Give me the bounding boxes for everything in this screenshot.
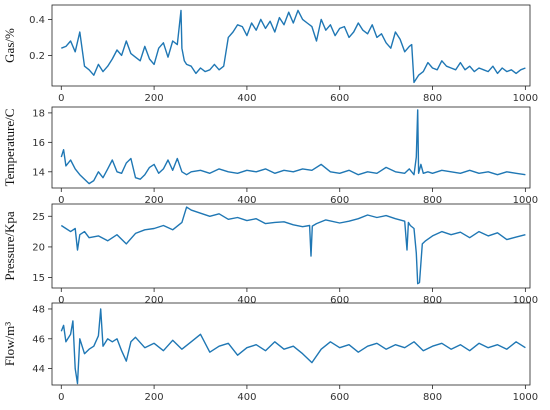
- temperature-series-line: [60, 109, 526, 185]
- pressure-y-tick-label: 25: [32, 212, 45, 223]
- gas-x-tick-label: 200: [145, 93, 164, 104]
- pressure-x-tick-label: 600: [330, 295, 349, 306]
- gas-axes-frame: [51, 4, 531, 87]
- gas-x-tick-label: 400: [237, 93, 256, 104]
- flow-y-axis-label: Flow/m³: [2, 322, 17, 366]
- pressure-x-tick-label: 1000: [513, 295, 538, 306]
- gas-y-axis-label: Gas/%: [2, 28, 17, 63]
- temperature-x-tick-label: 200: [145, 195, 164, 206]
- subplot-flow: 0 200 400 600 800 1000 44 46 48 Flow/m³: [2, 302, 538, 403]
- flow-x-tick-label: 1000: [513, 392, 538, 403]
- temperature-x-tick-label: 600: [330, 195, 349, 206]
- pressure-series-line: [60, 206, 526, 285]
- pressure-x-tick-label: 200: [145, 295, 164, 306]
- pressure-x-tick-label: 800: [423, 295, 442, 306]
- pressure-x-tick-label: 0: [58, 295, 64, 306]
- flow-x-tick-label: 400: [237, 392, 256, 403]
- flow-x-tick-label: 0: [58, 392, 64, 403]
- flow-x-tick-label: 800: [423, 392, 442, 403]
- flow-y-tick-label: 48: [32, 304, 45, 315]
- temperature-y-tick-label: 16: [32, 138, 45, 149]
- gas-x-tick-label: 0: [58, 93, 64, 104]
- subplot-pressure: 0 200 400 600 800 1000 15 20 25 Pressure/Kpa: [2, 203, 538, 306]
- pressure-x-tick-label: 400: [237, 295, 256, 306]
- flow-axes-frame: [51, 302, 531, 386]
- flow-x-tick-label: 600: [330, 392, 349, 403]
- temperature-x-tick-label: 400: [237, 195, 256, 206]
- flow-x-tick-label: 200: [145, 392, 164, 403]
- pressure-y-tick-label: 15: [32, 273, 45, 284]
- gas-series-line: [61, 9, 526, 84]
- gas-y-tick-label: 0.2: [29, 51, 45, 62]
- gas-y-tick-label: 0.4: [29, 15, 45, 26]
- temperature-x-tick-label: 1000: [513, 195, 538, 206]
- gas-x-tick-label: 1000: [513, 93, 538, 104]
- subplot-temperature: 0 200 400 600 800 1000 14 16 18 Temperature/C: [2, 106, 538, 206]
- pressure-y-axis-label: Pressure/Kpa: [2, 211, 17, 281]
- temperature-x-tick-label: 0: [58, 195, 64, 206]
- pressure-y-tick-label: 20: [32, 242, 45, 253]
- subplot-gas: 0 200 400 600 800 1000 0.2 0.4 Gas/%: [2, 4, 538, 104]
- gas-x-tick-label: 600: [330, 93, 349, 104]
- flow-y-tick-label: 46: [32, 334, 45, 345]
- gas-x-tick-label: 800: [423, 93, 442, 104]
- temperature-x-tick-label: 800: [423, 195, 442, 206]
- flow-y-tick-label: 44: [32, 364, 45, 375]
- temperature-y-tick-label: 14: [32, 167, 45, 178]
- flow-series-line: [60, 308, 526, 385]
- temperature-y-tick-label: 18: [32, 108, 45, 119]
- temperature-axes-frame: [51, 106, 531, 189]
- pressure-axes-frame: [51, 203, 531, 289]
- temperature-y-axis-label: Temperature/C: [2, 109, 17, 187]
